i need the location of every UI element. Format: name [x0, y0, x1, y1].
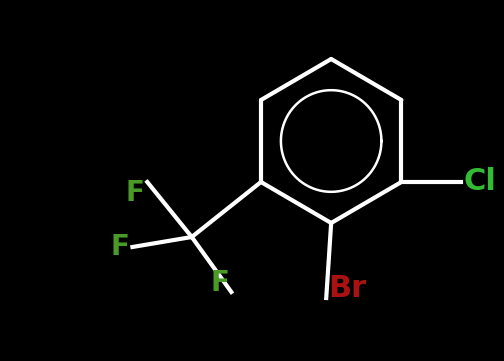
- Text: F: F: [125, 179, 144, 207]
- Text: Cl: Cl: [464, 168, 496, 196]
- Text: Br: Br: [328, 274, 366, 303]
- Text: F: F: [211, 269, 229, 297]
- Text: F: F: [110, 233, 130, 261]
